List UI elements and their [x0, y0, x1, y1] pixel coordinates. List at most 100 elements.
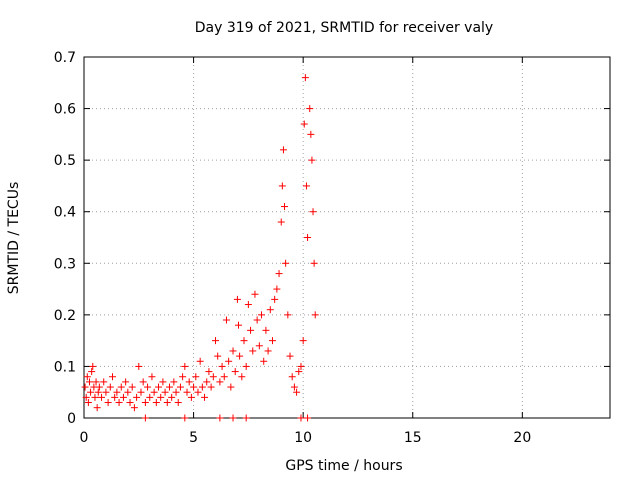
data-point — [104, 399, 112, 407]
data-point — [212, 337, 219, 345]
data-point — [88, 368, 96, 376]
data-point — [300, 120, 308, 128]
y-tick-label: 0.6 — [54, 102, 76, 118]
data-point — [174, 399, 182, 407]
y-tick-label: 0.7 — [54, 50, 76, 66]
data-point — [84, 399, 92, 407]
data-point — [82, 393, 90, 401]
y-tick-label: 0.4 — [54, 205, 76, 221]
data-point — [117, 383, 125, 391]
data-point — [258, 311, 266, 319]
data-point — [128, 383, 136, 391]
data-point — [124, 388, 132, 396]
data-point — [297, 362, 305, 370]
data-point — [113, 388, 121, 396]
data-point — [225, 357, 233, 365]
data-point — [227, 383, 235, 391]
x-axis-label: GPS time / hours — [285, 458, 402, 474]
data-point — [255, 342, 263, 350]
y-tick-label: 0.3 — [54, 256, 76, 272]
data-point — [102, 388, 110, 396]
x-tick-label: 15 — [404, 430, 422, 446]
data-point — [126, 399, 134, 407]
data-point — [198, 383, 206, 391]
data-point — [264, 347, 272, 355]
data-point — [229, 347, 237, 355]
data-point — [94, 388, 102, 396]
data-point — [297, 414, 305, 422]
chart-title: Day 319 of 2021, SRMTID for receiver val… — [195, 20, 493, 36]
data-point — [290, 383, 298, 391]
axis-ticks: 0 0.1 0.2 0.3 0.4 0.5 0.6 0.7 0 5 10 15 20 — [54, 50, 610, 446]
data-point — [242, 414, 250, 422]
data-point — [141, 399, 149, 407]
data-point — [242, 362, 250, 370]
data-point — [115, 399, 123, 407]
data-point — [144, 383, 152, 391]
data-point — [216, 378, 224, 386]
data-point — [311, 311, 319, 319]
data-point — [302, 182, 310, 190]
data-point — [85, 378, 93, 386]
data-point — [301, 74, 309, 82]
data-point — [308, 156, 316, 164]
data-point — [135, 362, 143, 370]
data-point — [111, 393, 119, 401]
data-point — [244, 301, 252, 309]
data-point — [168, 393, 176, 401]
data-point — [92, 378, 100, 386]
x-tick-label: 10 — [294, 430, 312, 446]
data-point — [150, 388, 158, 396]
data-point — [253, 316, 261, 324]
data-point — [133, 393, 141, 401]
data-point — [106, 383, 114, 391]
data-point — [273, 285, 281, 293]
data-point — [93, 404, 101, 412]
data-point — [176, 383, 184, 391]
data-point — [137, 388, 145, 396]
data-point — [299, 337, 307, 345]
data-point — [194, 388, 202, 396]
x-tick-label: 5 — [189, 430, 198, 446]
data-point — [238, 373, 246, 381]
y-axis-label: SRMTID / TECUs — [6, 182, 22, 295]
data-point — [172, 388, 180, 396]
y-tick-label: 0.1 — [54, 359, 76, 375]
data-point — [98, 393, 106, 401]
data-point — [266, 306, 274, 314]
data-point — [309, 208, 317, 216]
data-point — [152, 399, 160, 407]
data-point — [236, 352, 244, 360]
data-point — [268, 337, 276, 345]
plot-frame — [83, 56, 611, 419]
data-point — [233, 295, 241, 303]
data-point — [163, 399, 171, 407]
data-point — [183, 388, 191, 396]
x-tick-label: 0 — [80, 430, 89, 446]
data-point — [293, 388, 301, 396]
data-point — [108, 373, 116, 381]
data-point — [100, 378, 108, 386]
data-point — [306, 105, 314, 113]
grid — [84, 57, 610, 418]
data-point — [304, 414, 312, 422]
data-point — [247, 326, 255, 334]
data-point — [81, 383, 89, 391]
data-point — [165, 383, 173, 391]
data-point — [122, 378, 130, 386]
x-tick-label: 20 — [513, 430, 531, 446]
data-point — [89, 362, 97, 370]
data-point — [251, 290, 259, 298]
data-points — [81, 74, 319, 422]
data-point — [119, 393, 127, 401]
data-point — [159, 378, 167, 386]
data-point — [185, 378, 193, 386]
data-point — [218, 362, 226, 370]
data-point — [216, 414, 224, 422]
data-point — [170, 378, 178, 386]
data-point — [148, 373, 156, 381]
data-point — [307, 130, 315, 138]
data-point — [207, 383, 215, 391]
